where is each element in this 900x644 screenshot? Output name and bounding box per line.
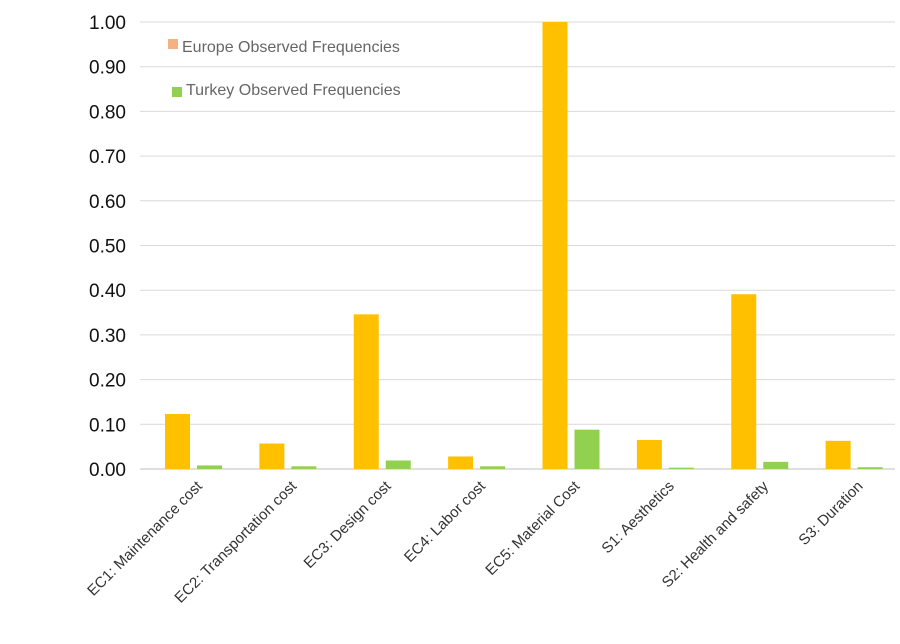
y-tick-label: 0.60 [89,192,126,213]
bar-europe [731,294,757,469]
legend: Europe Observed Frequencies Turkey Obser… [168,39,401,99]
bar-europe [448,456,474,469]
bar-turkey [385,460,411,469]
bar-turkey [857,467,883,469]
x-tick-label: S3: Duration [795,478,866,549]
y-tick-label: 0.10 [89,415,126,436]
bar-europe [636,439,662,469]
y-tick-label: 0.40 [89,281,126,302]
bar-europe [165,414,190,469]
gridlines [140,21,895,470]
x-tick-label: EC5: Material Cost [482,477,584,579]
y-tick-label: 0.80 [89,102,126,123]
x-tick-label: S1: Aesthetics [598,478,677,557]
bar-turkey [668,467,694,469]
bar-turkey [291,466,317,469]
y-tick-label: 0.00 [89,460,126,481]
y-tick-label: 0.20 [89,371,126,392]
y-tick-label: 0.50 [89,237,126,258]
y-tick-label: 1.00 [89,13,126,34]
bar-europe [259,443,285,469]
y-tick-label: 0.30 [89,326,126,347]
bar-turkey [480,466,506,469]
bar-europe [353,314,379,469]
bar-europe [825,440,851,469]
x-tick-label: EC4: Labor cost [401,477,490,566]
y-tick-label: 0.90 [89,58,126,79]
bars [165,22,883,469]
y-tick-label: 0.70 [89,147,126,168]
legend-label-europe: Europe Observed Frequencies [182,39,400,56]
bar-turkey [197,465,222,469]
legend-swatch-europe [168,39,178,49]
legend-swatch-turkey [172,87,182,97]
bar-europe [542,22,568,469]
y-axis: 0.00 0.10 0.20 0.30 0.40 0.50 0.60 0.70 0.80 0.90… [89,13,126,481]
x-tick-label: EC3: Design cost [301,477,396,572]
bar-turkey [763,461,789,469]
legend-label-turkey: Turkey Observed Frequencies [186,82,401,99]
bar-turkey [574,429,600,469]
x-tick-label: S2: Health and safety [659,477,773,591]
